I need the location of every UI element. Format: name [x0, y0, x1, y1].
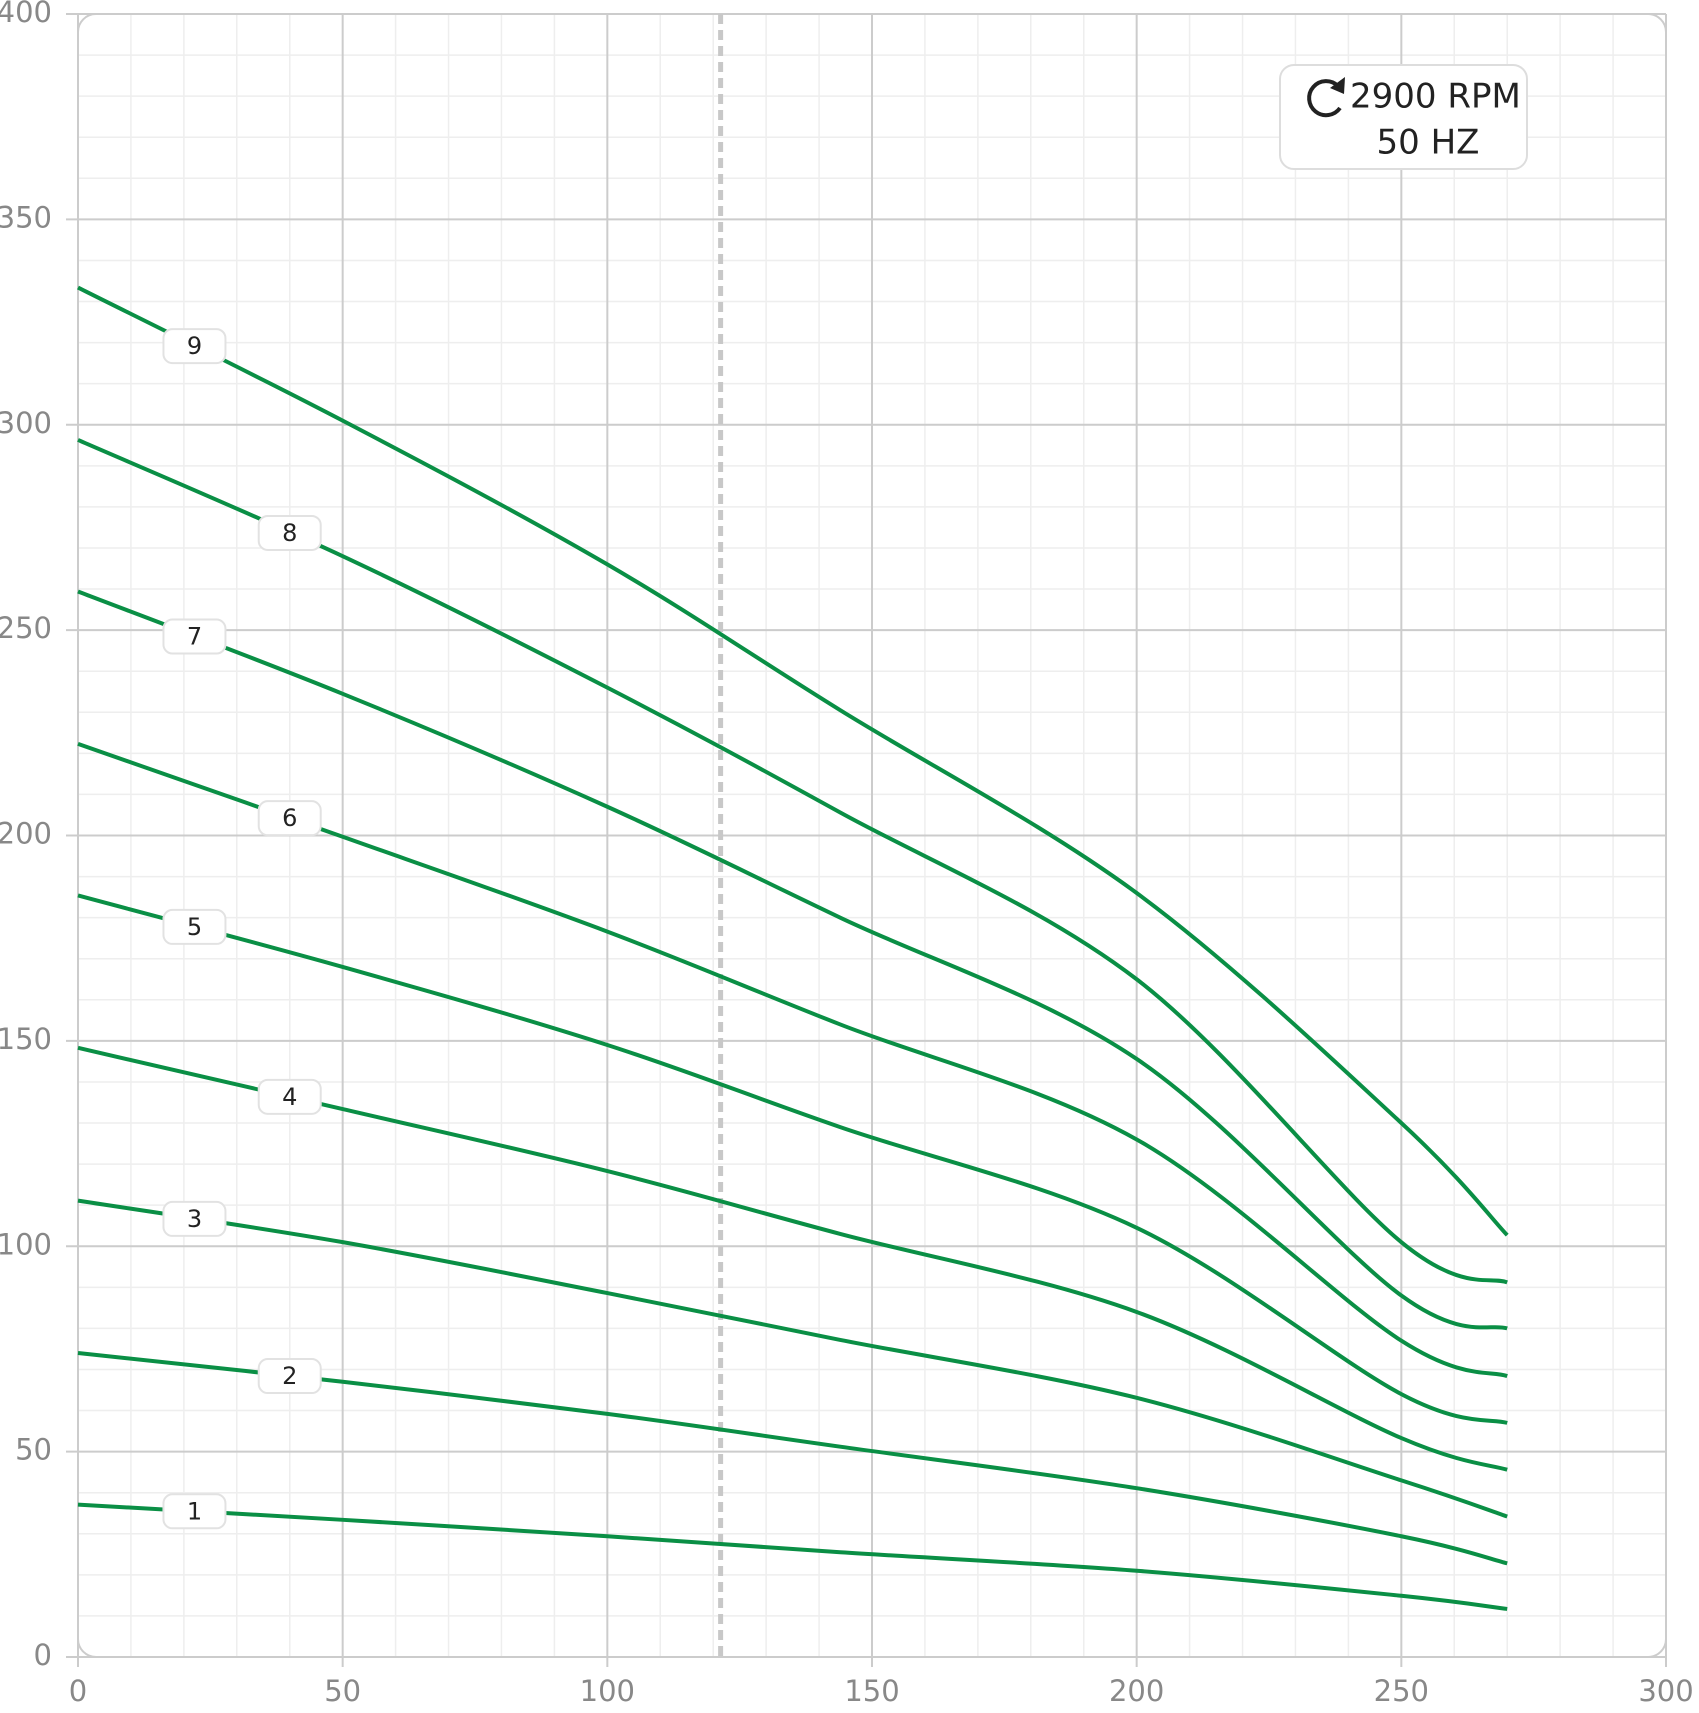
curve: [77, 1045, 1508, 1472]
curve-label: 6: [282, 804, 297, 832]
x-tick-label: 200: [1109, 1674, 1164, 1708]
curve-label-box: [257, 1078, 322, 1115]
curve-label: 8: [282, 519, 297, 547]
y-tick-label: 50: [15, 1433, 52, 1467]
x-tick-label: 0: [69, 1674, 87, 1708]
curve: [77, 1198, 1508, 1519]
speed-text: 2900 RPM: [1350, 77, 1521, 117]
curve-label-box: [162, 1200, 227, 1237]
curve-label: 3: [187, 1205, 202, 1233]
x-tick-label: 100: [580, 1674, 635, 1708]
rotation-icon: [1307, 79, 1342, 118]
y-tick-label: 200: [0, 817, 52, 851]
curve: [77, 285, 1509, 1237]
curve-label: 9: [187, 332, 202, 360]
x-tick-label: 150: [844, 1674, 899, 1708]
x-tick-label: 300: [1638, 1674, 1693, 1708]
curve-label-box: [162, 1493, 227, 1530]
speed-box: 2900 RPM 50 HZ: [1279, 64, 1528, 170]
curve: [77, 742, 1508, 1378]
y-tick-label: 0: [34, 1638, 52, 1672]
x-tick-label: 50: [324, 1674, 361, 1708]
y-tick-label: 400: [0, 0, 52, 29]
curve-label: 5: [187, 913, 202, 941]
curve-label: 4: [282, 1083, 297, 1111]
curve-label-box: [162, 618, 227, 655]
curve-label-box: [257, 514, 322, 551]
curve: [77, 589, 1508, 1331]
curve: [77, 893, 1508, 1425]
y-tick-label: 350: [0, 200, 52, 234]
y-tick-label: 100: [0, 1227, 52, 1261]
frequency-text: 50 HZ: [1377, 123, 1480, 163]
curve-label: 7: [187, 623, 202, 651]
curve-labels: 1 2 3 4 5 6 7 8 9: [162, 328, 322, 1530]
curve-label-box: [257, 800, 322, 837]
curve: [77, 438, 1508, 1285]
curve: [77, 1502, 1508, 1611]
curve-label-box: [162, 908, 227, 945]
rotation-arrow: [1330, 77, 1345, 94]
curves: [77, 285, 1509, 1611]
curve: [77, 1351, 1508, 1566]
curve-label-box: [257, 1358, 322, 1395]
y-tick-label: 150: [0, 1022, 52, 1056]
x-tick-label: 250: [1374, 1674, 1429, 1708]
curve-label: 2: [282, 1362, 297, 1390]
curve-label-box: [162, 328, 227, 365]
y-tick-label: 250: [0, 611, 52, 645]
y-tick-label: 300: [0, 406, 52, 440]
curve-label: 1: [187, 1497, 202, 1525]
